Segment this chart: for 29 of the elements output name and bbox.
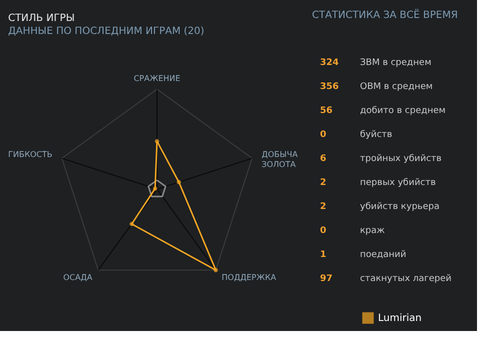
spoke-label: ДОБЫЧА ЗОЛОТА bbox=[262, 150, 298, 170]
text: добито в среднем bbox=[360, 106, 446, 116]
spoke-label: ПОДДЕРЖКА bbox=[222, 273, 277, 282]
text: 324 bbox=[320, 58, 339, 68]
chart-subtitle: ДАННЫЕ ПО ПОСЛЕДНИМ ИГРАМ (20) bbox=[8, 26, 204, 37]
text: краж bbox=[360, 226, 385, 236]
text: 0 bbox=[320, 226, 326, 236]
text: 0 bbox=[320, 130, 326, 140]
text: СТАТИСТИКА ЗА ВСЁ ВРЕМЯ bbox=[312, 8, 458, 21]
text: 1 bbox=[320, 250, 326, 260]
text: 97 bbox=[320, 274, 333, 284]
text: стакнутых лагерей bbox=[360, 274, 452, 284]
chart-title: СТИЛЬ ИГРЫ bbox=[8, 13, 75, 24]
spoke-label: ОСАДА bbox=[63, 273, 93, 282]
spoke-label: ГИБКОСТЬ bbox=[8, 150, 52, 160]
text: 6 bbox=[320, 154, 326, 164]
text: первых убийств bbox=[360, 178, 436, 188]
text: 356 bbox=[320, 82, 339, 92]
text: убийств курьера bbox=[360, 202, 440, 212]
text: 2 bbox=[320, 202, 326, 212]
text: 56 bbox=[320, 106, 333, 116]
text: ЗВМ в среднем bbox=[360, 58, 432, 68]
text: ОВМ в среднем bbox=[360, 82, 433, 92]
text: буйств bbox=[360, 130, 392, 140]
text: 2 bbox=[320, 178, 326, 188]
text: тройных убийств bbox=[360, 154, 442, 164]
spoke-label: СРАЖЕНИЕ bbox=[134, 74, 180, 84]
legend-label: Lumirian bbox=[378, 313, 422, 324]
text: поеданий bbox=[360, 250, 406, 260]
